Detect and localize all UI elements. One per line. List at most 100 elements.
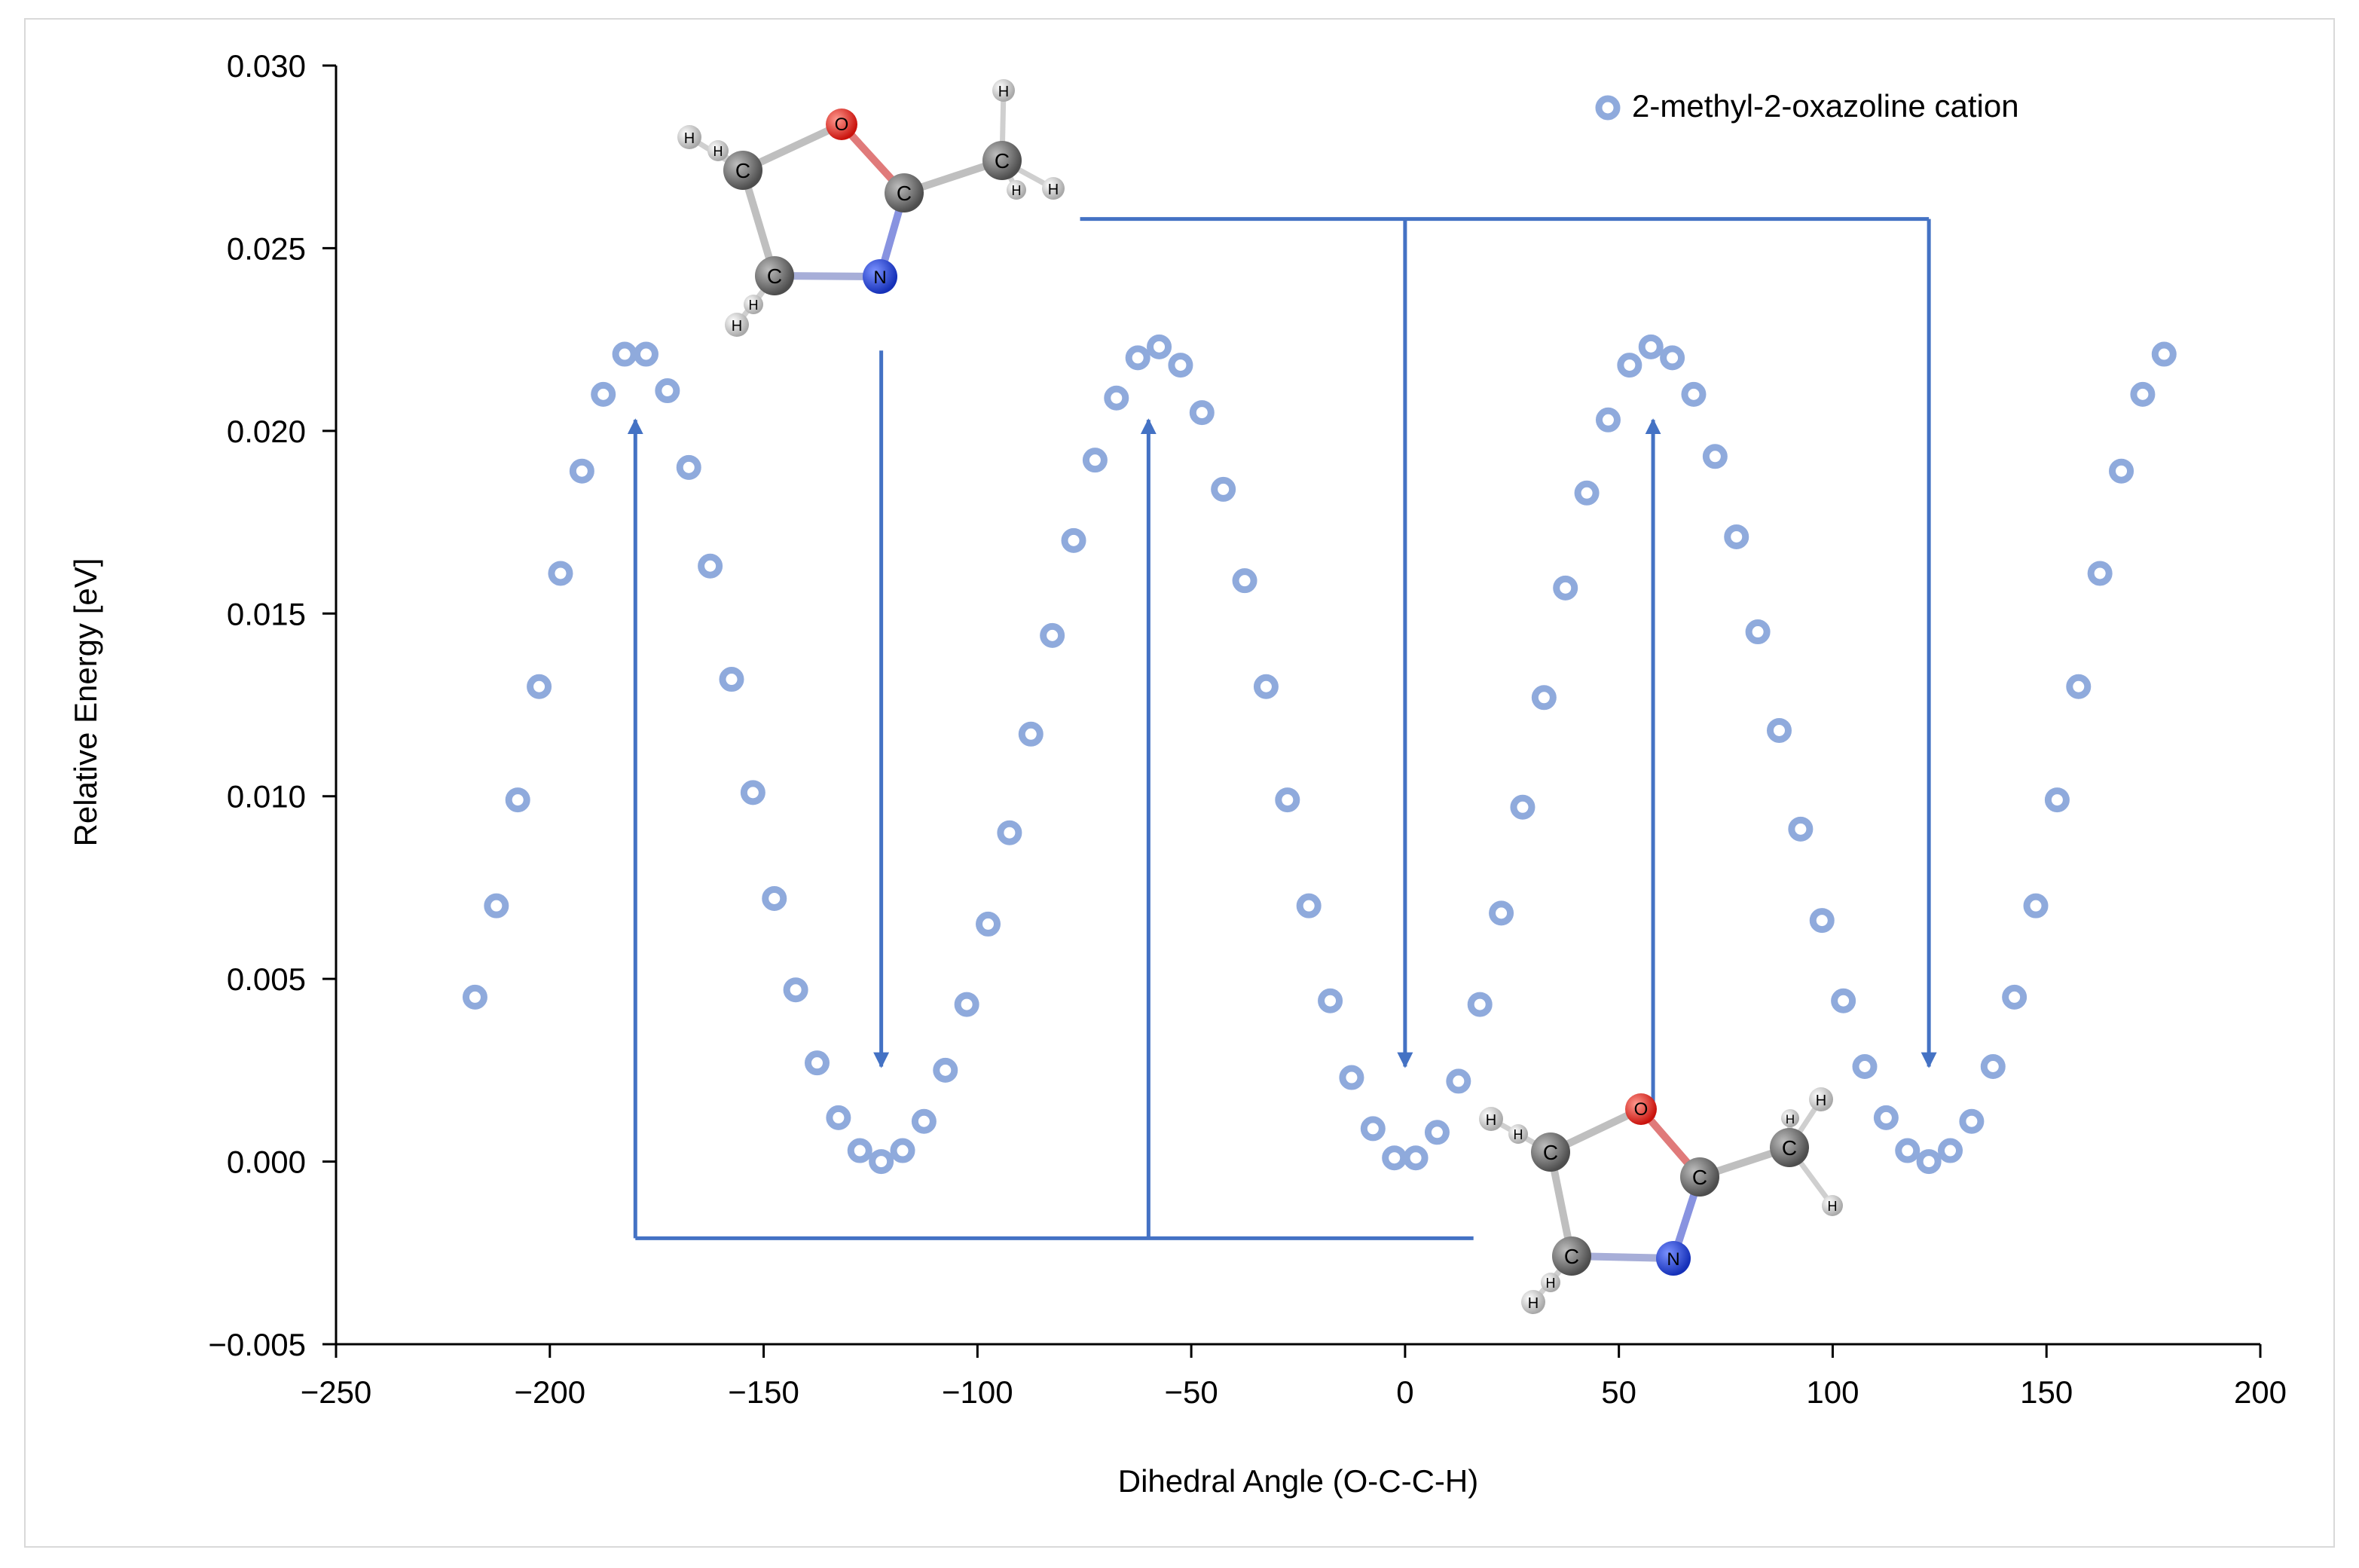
- data-point: [676, 454, 701, 480]
- x-tick-label: 150: [2020, 1374, 2073, 1410]
- atom-label: H: [1514, 1127, 1523, 1142]
- atom-label: H: [1048, 182, 1059, 198]
- data-point: [1318, 988, 1343, 1013]
- data-point: [911, 1108, 937, 1134]
- data-point: [1424, 1120, 1450, 1145]
- data-point: [997, 820, 1022, 845]
- data-point: [1702, 444, 1728, 469]
- data-point: [1767, 717, 1792, 743]
- data-point: [954, 992, 979, 1017]
- atom-label: C: [1692, 1166, 1707, 1189]
- data-point: [1125, 345, 1150, 371]
- figure-frame: [24, 18, 2335, 1548]
- data-point: [1189, 400, 1215, 426]
- carbon-atom: [1680, 1157, 1719, 1197]
- data-point: [1253, 674, 1279, 699]
- data-point: [1296, 893, 1322, 918]
- data-point: [1403, 1145, 1429, 1171]
- atom-label: H: [732, 318, 742, 335]
- molecule-structure-top: H H H H H H H C C C C O N: [677, 79, 1065, 337]
- hydrogen-atom: [1042, 177, 1065, 200]
- x-tick-label: −150: [728, 1374, 799, 1410]
- y-axis-ticks: −0.005 0.000 0.005 0.010 0.015 0.020 0.025 0.03…: [208, 48, 336, 1362]
- oxygen-atom: [826, 109, 857, 140]
- data-point: [783, 977, 808, 1003]
- data-point: [484, 893, 509, 918]
- atom-label: H: [998, 84, 1009, 100]
- data-point: [1211, 476, 1236, 502]
- data-point: [505, 787, 530, 813]
- atom-label: H: [1528, 1295, 1539, 1312]
- atom-label: H: [1816, 1093, 1826, 1109]
- data-point: [869, 1149, 894, 1175]
- data-point: [1895, 1138, 1921, 1163]
- data-point: [2151, 341, 2177, 367]
- data-point: [1040, 622, 1065, 648]
- data-point: [569, 458, 594, 484]
- data-point: [655, 378, 680, 404]
- data-point: [1617, 353, 1642, 378]
- data-point: [1938, 1138, 1963, 1163]
- data-point: [527, 674, 552, 699]
- legend: 2-methyl-2-oxazoline cation: [1595, 88, 2019, 124]
- data-point: [976, 911, 1001, 937]
- hydrogen-atom: [725, 313, 749, 337]
- data-point: [1831, 988, 1856, 1013]
- data-point: [1446, 1068, 1471, 1094]
- hydrogen-atom: [707, 140, 729, 161]
- data-point: [1681, 381, 1707, 407]
- data-point: [591, 381, 616, 407]
- x-axis-label: Dihedral Angle (O-C-C-H): [1118, 1463, 1478, 1499]
- data-point: [1467, 992, 1493, 1017]
- data-point: [2130, 381, 2156, 407]
- data-point: [1232, 568, 1257, 594]
- legend-marker: [1595, 95, 1621, 121]
- data-point: [1382, 1145, 1407, 1171]
- atom-label: C: [995, 149, 1010, 173]
- data-point: [548, 561, 573, 586]
- y-tick-label: 0.020: [227, 414, 306, 449]
- y-axis-label: Relative Energy [eV]: [68, 558, 103, 847]
- y-tick-label: 0.025: [227, 231, 306, 266]
- data-point: [2044, 787, 2070, 813]
- hydrogen-atom: [677, 125, 701, 149]
- data-point: [1809, 908, 1835, 934]
- hydrogen-atom: [992, 79, 1015, 102]
- data-point: [1980, 1054, 2006, 1080]
- atom-label: H: [1486, 1112, 1496, 1129]
- hydrogen-atom: [1007, 180, 1026, 200]
- atom-label: N: [873, 267, 886, 288]
- oxygen-atom: [1625, 1093, 1657, 1125]
- x-tick-label: 0: [1396, 1374, 1413, 1410]
- atom-label: H: [684, 130, 695, 147]
- data-point: [1510, 794, 1535, 820]
- atom-label: C: [1564, 1245, 1579, 1268]
- data-point: [1360, 1116, 1386, 1142]
- x-tick-label: −200: [514, 1374, 585, 1410]
- atom-label: O: [835, 115, 849, 135]
- hydrogen-atom: [1508, 1124, 1528, 1144]
- atom-label: H: [1786, 1112, 1795, 1126]
- data-point: [2066, 674, 2092, 699]
- carbon-atom: [755, 256, 794, 295]
- x-tick-label: 100: [1806, 1374, 1859, 1410]
- nitrogen-atom: [863, 259, 897, 294]
- data-point: [1553, 575, 1578, 601]
- data-point: [805, 1050, 830, 1076]
- data-point: [1916, 1149, 1942, 1175]
- x-tick-label: 50: [1601, 1374, 1636, 1410]
- data-point: [1660, 345, 1685, 371]
- atom-label: H: [1012, 183, 1022, 198]
- data-point: [1852, 1054, 1878, 1080]
- carbon-atom: [885, 173, 924, 212]
- y-tick-label: 0.005: [227, 961, 306, 997]
- y-tick-label: −0.005: [208, 1327, 306, 1362]
- carbon-atom: [723, 151, 762, 190]
- atom-label: H: [714, 144, 723, 159]
- atom-label: C: [1543, 1141, 1558, 1164]
- atom-label: H: [1546, 1276, 1556, 1291]
- data-point: [462, 984, 487, 1010]
- hydrogen-atom: [1822, 1195, 1843, 1216]
- data-point: [1018, 721, 1044, 747]
